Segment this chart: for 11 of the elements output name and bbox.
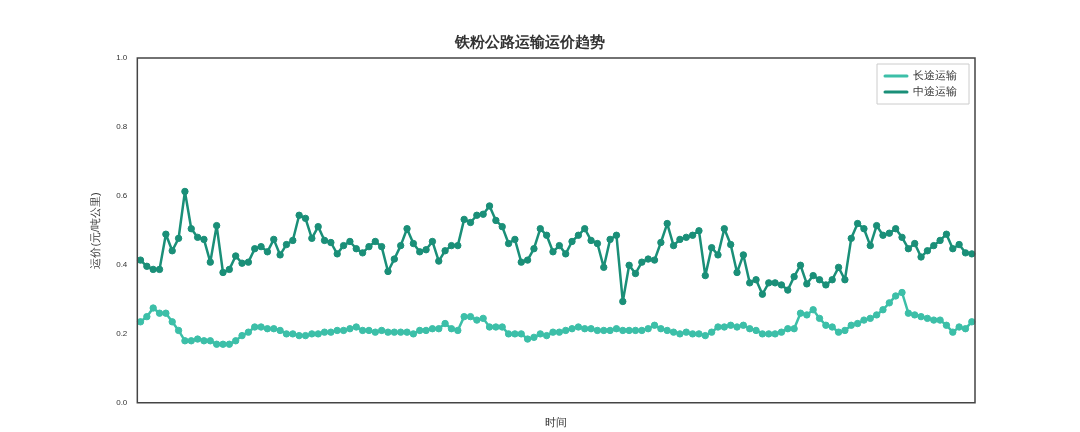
y-tick-label: 1.0 — [116, 53, 128, 63]
legend-label: 中途运输 — [913, 84, 957, 98]
y-tick-label: 0.0 — [116, 398, 128, 408]
chart-title: 铁粉公路运输运价趋势 — [454, 32, 605, 51]
y-axis-title: 运价(元/吨公里) — [88, 192, 101, 269]
x-axis-title: 时间 — [545, 416, 568, 429]
y-tick-label: 0.8 — [116, 122, 128, 132]
legend-label: 长途运输 — [913, 68, 957, 82]
y-tick-label: 0.6 — [116, 191, 128, 201]
y-tick-label: 0.2 — [116, 329, 128, 339]
y-tick-label: 0.4 — [116, 260, 128, 270]
